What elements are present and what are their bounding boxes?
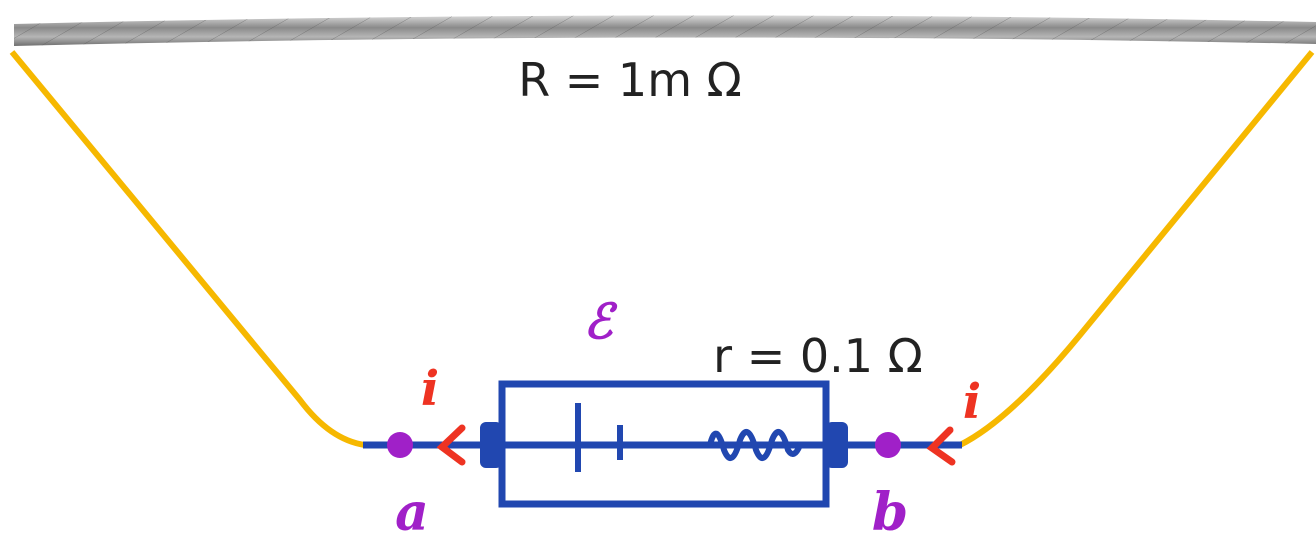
terminal-b — [875, 432, 901, 458]
battery-symbol — [575, 403, 828, 472]
internal-resistance-label: r = 0.1 Ω — [713, 329, 923, 383]
emf-symbol: ℰ — [583, 294, 618, 350]
terminal-a — [387, 432, 413, 458]
current-arrow — [926, 426, 956, 466]
steel-cable — [14, 15, 1316, 46]
left-wire — [9, 50, 366, 448]
current-arrow — [436, 424, 466, 466]
terminal-block — [826, 422, 848, 468]
current-label: i — [421, 361, 439, 417]
cable-resistance-label: R = 1m Ω — [518, 53, 742, 107]
current-label: i — [963, 374, 981, 430]
terminal-block — [480, 422, 502, 468]
right-wire — [958, 50, 1315, 448]
terminal-label: b — [872, 482, 908, 538]
terminal-label: a — [395, 482, 429, 538]
